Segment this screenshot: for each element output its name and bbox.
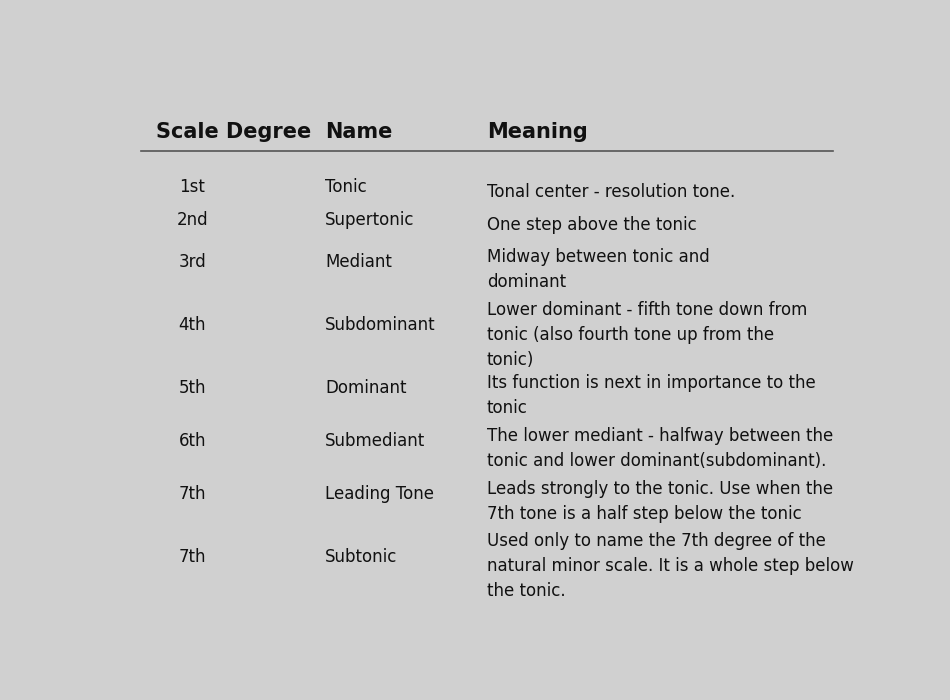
Text: 1st: 1st bbox=[180, 178, 205, 196]
Text: Lower dominant - fifth tone down from
tonic (also fourth tone up from the
tonic): Lower dominant - fifth tone down from to… bbox=[486, 301, 808, 369]
Text: Supertonic: Supertonic bbox=[325, 211, 414, 229]
Text: 3rd: 3rd bbox=[179, 253, 206, 271]
Text: The lower mediant - halfway between the
tonic and lower dominant(subdominant).: The lower mediant - halfway between the … bbox=[486, 427, 833, 470]
Text: Used only to name the 7th degree of the
natural minor scale. It is a whole step : Used only to name the 7th degree of the … bbox=[486, 533, 854, 601]
Text: Its function is next in importance to the
tonic: Its function is next in importance to th… bbox=[486, 374, 816, 417]
Text: Tonic: Tonic bbox=[325, 178, 367, 196]
Text: 2nd: 2nd bbox=[177, 211, 208, 229]
Text: Midway between tonic and
dominant: Midway between tonic and dominant bbox=[486, 248, 710, 291]
Text: Scale Degree: Scale Degree bbox=[156, 122, 311, 141]
Text: 4th: 4th bbox=[179, 316, 206, 335]
Text: Leading Tone: Leading Tone bbox=[325, 485, 434, 503]
Text: Dominant: Dominant bbox=[325, 379, 407, 398]
Text: Leads strongly to the tonic. Use when the
7th tone is a half step below the toni: Leads strongly to the tonic. Use when th… bbox=[486, 480, 833, 523]
Text: Tonal center - resolution tone.: Tonal center - resolution tone. bbox=[486, 183, 735, 201]
Text: 5th: 5th bbox=[179, 379, 206, 398]
Text: Subdominant: Subdominant bbox=[325, 316, 435, 335]
Text: One step above the tonic: One step above the tonic bbox=[486, 216, 696, 234]
Text: Mediant: Mediant bbox=[325, 253, 391, 271]
Text: Name: Name bbox=[325, 122, 392, 141]
Text: Submediant: Submediant bbox=[325, 432, 426, 450]
Text: 6th: 6th bbox=[179, 432, 206, 450]
Text: Subtonic: Subtonic bbox=[325, 548, 397, 566]
Text: Meaning: Meaning bbox=[486, 122, 588, 141]
Text: 7th: 7th bbox=[179, 485, 206, 503]
Text: 7th: 7th bbox=[179, 548, 206, 566]
